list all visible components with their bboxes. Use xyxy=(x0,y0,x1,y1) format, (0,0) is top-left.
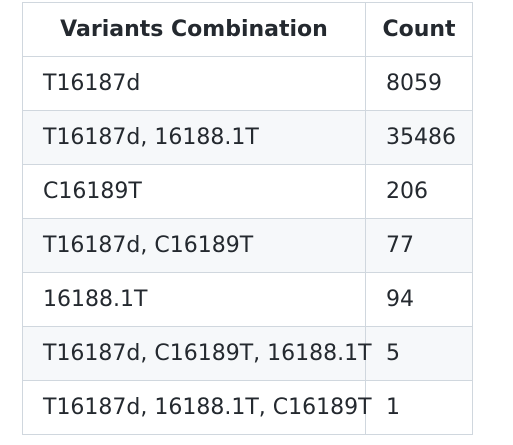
variant-cell: T16187d, 16188.1T, C16189T xyxy=(22,380,372,435)
count-cell: 1 xyxy=(365,380,473,435)
table-row: T16187d, C16189T, 16188.1T 5 xyxy=(22,326,473,381)
count-cell: 94 xyxy=(365,272,473,327)
table-row: T16187d, 16188.1T 35486 xyxy=(22,110,473,165)
table-body: T16187d 8059 T16187d, 16188.1T 35486 C16… xyxy=(22,56,473,435)
table-row: C16189T 206 xyxy=(22,164,473,219)
count-cell: 35486 xyxy=(365,110,473,165)
table-row: T16187d, 16188.1T, C16189T 1 xyxy=(22,380,473,435)
column-header-count: Count xyxy=(365,2,473,57)
variant-cell: C16189T xyxy=(22,164,366,219)
count-cell: 77 xyxy=(365,218,473,273)
table-row: T16187d 8059 xyxy=(22,56,473,111)
count-cell: 206 xyxy=(365,164,473,219)
count-cell: 8059 xyxy=(365,56,473,111)
variant-cell: T16187d, C16189T, 16188.1T xyxy=(22,326,372,381)
variant-cell: T16187d, 16188.1T xyxy=(22,110,366,165)
table-row: T16187d, C16189T 77 xyxy=(22,218,473,273)
variants-table: Variants Combination Count T16187d 8059 … xyxy=(22,2,473,435)
count-cell: 5 xyxy=(365,326,473,381)
variant-cell: 16188.1T xyxy=(22,272,366,327)
variant-cell: T16187d, C16189T xyxy=(22,218,366,273)
table-row: 16188.1T 94 xyxy=(22,272,473,327)
column-header-variants: Variants Combination xyxy=(22,2,366,57)
table-header: Variants Combination Count xyxy=(22,2,473,57)
variant-cell: T16187d xyxy=(22,56,366,111)
header-row: Variants Combination Count xyxy=(22,2,473,57)
